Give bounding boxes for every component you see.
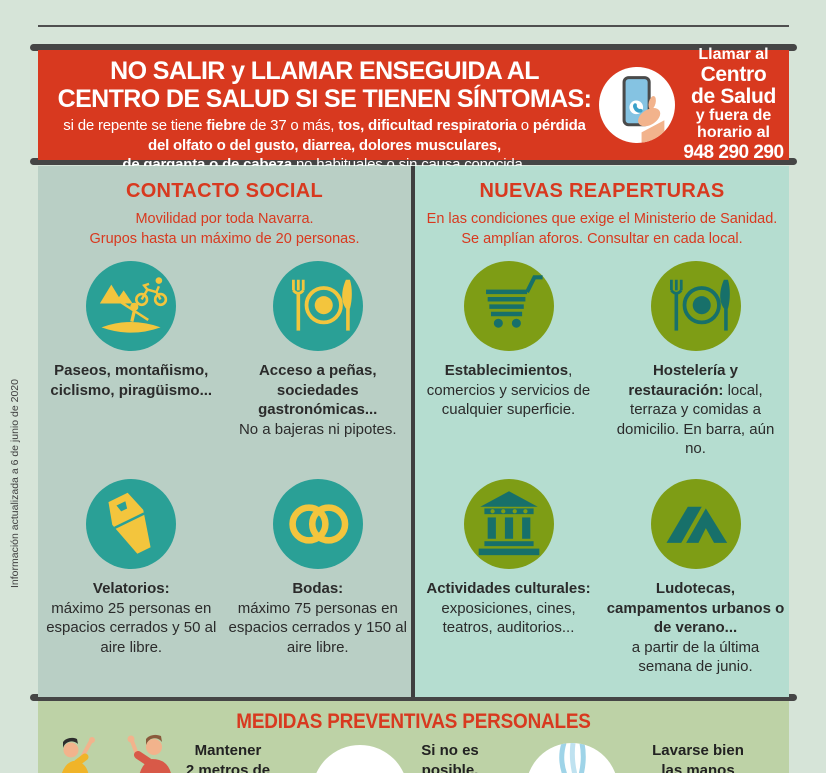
- museum-icon: [463, 479, 554, 569]
- coffin-icon: [86, 479, 177, 569]
- contacto-social-panel: CONTACTO SOCIAL Movilidad por toda Navar…: [38, 166, 411, 697]
- alert-title: NO SALIR y LLAMAR ENSEGUIDA AL CENTRO DE…: [50, 57, 599, 113]
- reaperturas-grid: Establecimientos, comercios y servicios …: [415, 261, 789, 697]
- reaperturas-subtitle: En las condiciones que exige el Minister…: [421, 209, 783, 249]
- medidas-section: MEDIDAS PREVENTIVAS PERSONALES: [38, 701, 789, 773]
- item-caption: Paseos, montañismo, ciclismo, piragüismo…: [50, 362, 213, 399]
- item-caption: Actividades culturales: exposiciones, cin…: [426, 580, 591, 636]
- subtitle-line: En las condiciones que exige el Minister…: [426, 211, 778, 227]
- item-caption: Hostelería y restauración: local, terraz…: [616, 362, 775, 457]
- call-line3: de Salud: [690, 85, 777, 109]
- hand-washing-icon: [526, 743, 618, 773]
- item-caption: Velatorios: máximo 25 personas en espacio…: [46, 580, 217, 656]
- item-culturales: Actividades culturales: exposiciones, cin…: [415, 479, 602, 697]
- update-date-note: Información actualizada a 6 de junio de …: [9, 379, 21, 588]
- alert-body-line2: del olfato o del gusto, diarrea, dolores…: [147, 136, 502, 154]
- banner-top-bar: [30, 44, 797, 51]
- reaperturas-title: NUEVAS REAPERTURAS: [479, 180, 725, 202]
- item-ludotecas: Ludotecas, campamentos urbanos o de vera…: [602, 479, 789, 697]
- panels-bottom-bar: [30, 694, 797, 701]
- panel-divider: [411, 166, 415, 697]
- medidas-title: MEDIDAS PREVENTIVAS PERSONALES: [236, 710, 591, 733]
- contacto-social-subtitle: Movilidad por toda Navarra. Grupos hasta…: [44, 209, 405, 249]
- medidas-caption: Mantener 2 metros de: [185, 742, 271, 773]
- call-line1: Llamar al: [698, 46, 769, 64]
- item-bodas: Bodas: máximo 75 personas en espacios cer…: [225, 479, 412, 697]
- wedding-rings-icon: [272, 479, 363, 569]
- phone-in-hand-icon: [599, 67, 675, 143]
- alert-banner-text: NO SALIR y LLAMAR ENSEGUIDA AL CENTRO DE…: [38, 50, 599, 173]
- contacto-social-grid: Paseos, montañismo, ciclismo, piragüismo…: [38, 261, 411, 697]
- top-rule-line: [38, 25, 789, 27]
- item-caption: Establecimientos, comercios y servicios …: [426, 362, 591, 418]
- item-caption: Acceso a peñas, sociedades gastronómicas…: [238, 362, 397, 438]
- outdoor-activities-icon: [86, 261, 177, 351]
- reaperturas-panel: NUEVAS REAPERTURAS En las condiciones qu…: [415, 166, 789, 697]
- item-penas: Acceso a peñas, sociedades gastronómicas…: [225, 261, 412, 479]
- alert-body-line1: si de repente se tiene fiebre de 37 o má…: [63, 117, 586, 134]
- alert-title-line2: CENTRO DE SALUD SI SE TIENEN SÍNTOMAS:: [57, 85, 592, 113]
- call-line2: Centro: [700, 63, 767, 87]
- subtitle-line: Se amplían aforos. Consultar en cada loc…: [461, 231, 743, 247]
- item-paseos: Paseos, montañismo, ciclismo, piragüismo…: [38, 261, 225, 479]
- restaurant-icon: [272, 261, 363, 351]
- restaurant-icon: [650, 261, 741, 351]
- medidas-caption: Si no es posible,: [421, 742, 479, 773]
- contacto-social-title: CONTACTO SOCIAL: [125, 180, 324, 202]
- person-waving-icon: [51, 735, 99, 773]
- subtitle-line: Movilidad por toda Navarra.: [135, 211, 314, 227]
- call-info-block: Llamar al Centro de Salud y fuera de hor…: [599, 46, 789, 163]
- call-line5: horario al: [697, 123, 770, 141]
- shopping-cart-icon: [463, 261, 554, 351]
- subtitle-line: Grupos hasta un máximo de 20 personas.: [89, 231, 360, 247]
- item-caption: Ludotecas, campamentos urbanos o de vera…: [606, 580, 785, 675]
- phone-number: 948 290 290: [683, 141, 784, 163]
- call-text: Llamar al Centro de Salud y fuera de hor…: [682, 46, 785, 163]
- tent-icon: [650, 479, 741, 569]
- person-waving-icon: [124, 731, 180, 773]
- item-velatorios: Velatorios: máximo 25 personas en espacio…: [38, 479, 225, 697]
- alert-banner: NO SALIR y LLAMAR ENSEGUIDA AL CENTRO DE…: [38, 46, 789, 173]
- item-establecimientos: Establecimientos, comercios y servicios …: [415, 261, 602, 479]
- item-hosteleria: Hostelería y restauración: local, terraz…: [602, 261, 789, 479]
- call-line4: y fuera de: [695, 107, 772, 125]
- item-caption: Bodas: máximo 75 personas en espacios cer…: [228, 580, 407, 656]
- alert-title-line1: NO SALIR y LLAMAR ENSEGUIDA AL: [110, 57, 539, 85]
- banner-bottom-bar: [30, 158, 797, 165]
- medidas-caption: Lavarse bien las manos: [652, 742, 744, 773]
